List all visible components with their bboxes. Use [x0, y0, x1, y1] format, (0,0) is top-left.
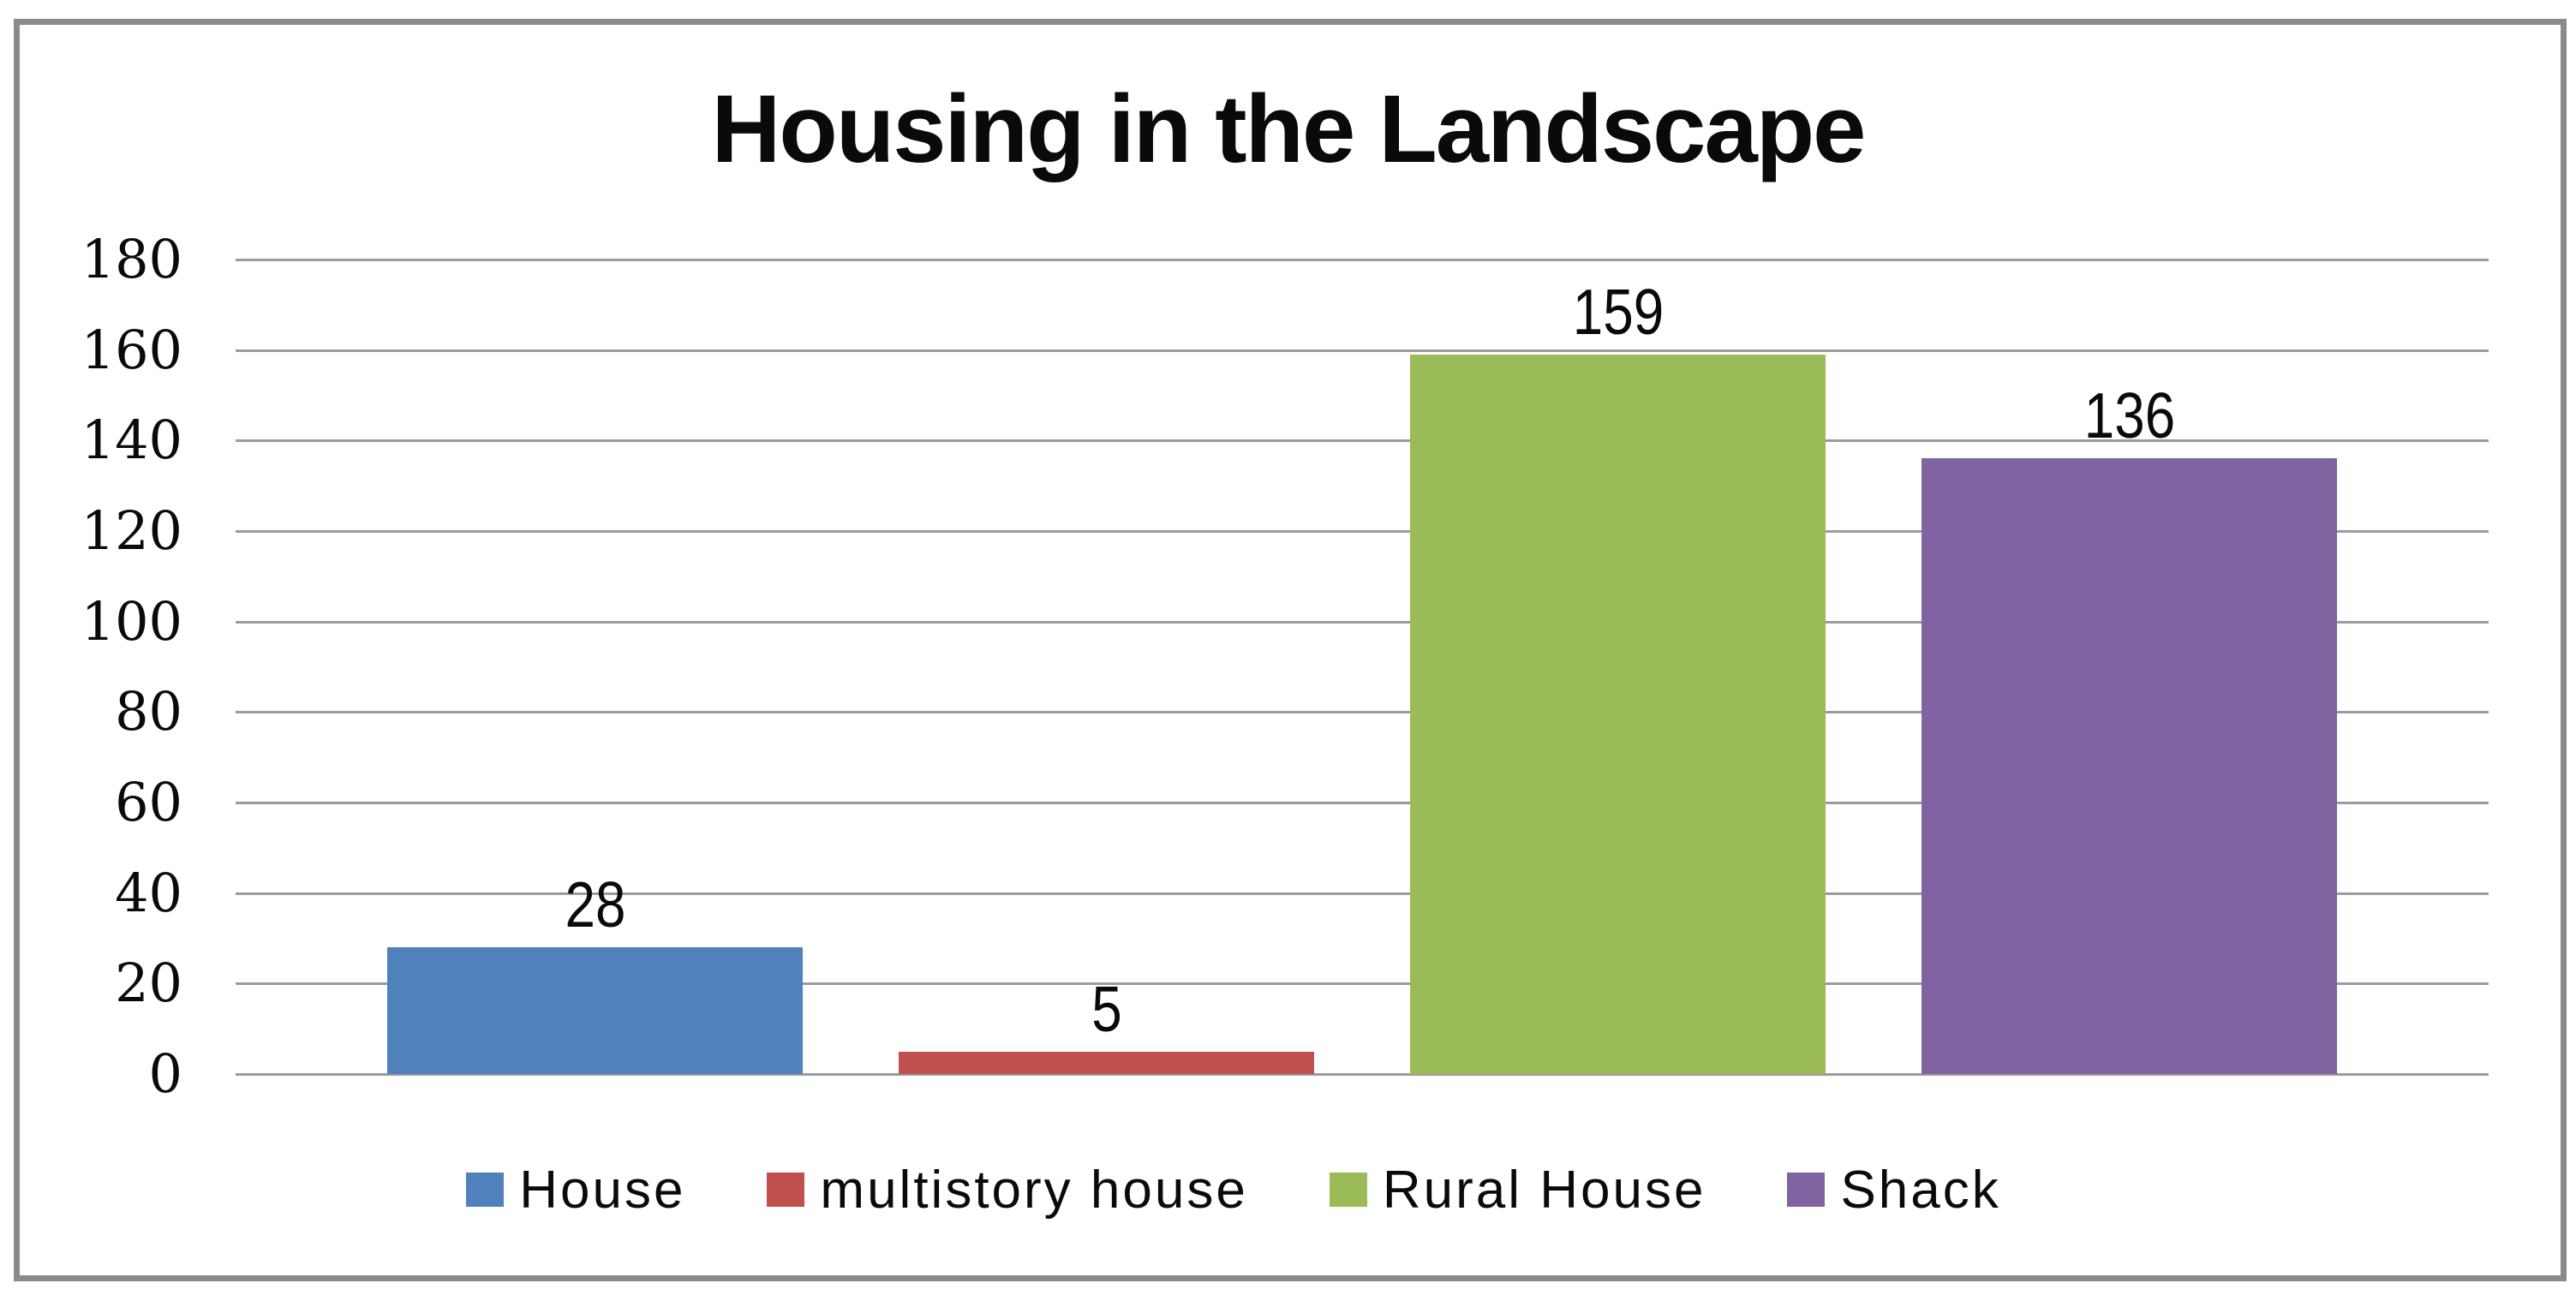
bar-rural-house [1410, 354, 1826, 1074]
chart-title: Housing in the Landscape [711, 75, 1867, 182]
legend-label: House [519, 1161, 686, 1220]
gridline [236, 439, 2489, 443]
legend: House multistory house Rural House Shack [0, 1161, 2467, 1220]
gridline [236, 259, 2489, 261]
legend-swatch-house [466, 1173, 505, 1207]
bar-shack [1922, 458, 2337, 1074]
gridline [236, 711, 2489, 714]
data-label-shack: 136 [2083, 379, 2175, 452]
gridline [236, 1073, 2489, 1076]
legend-item-multistory-house: multistory house [767, 1161, 1248, 1220]
legend-item-house: House [466, 1161, 686, 1220]
data-label-multistory-house: 5 [1091, 972, 1122, 1045]
y-axis-tick-label: 0 [148, 1042, 182, 1105]
y-axis-tick-label: 20 [115, 952, 182, 1015]
y-axis-tick-label: 100 [81, 589, 182, 653]
bar-house [387, 947, 803, 1074]
y-axis-tick-label: 80 [115, 680, 182, 743]
legend-label: multistory house [820, 1161, 1248, 1220]
y-axis-tick-label: 40 [115, 861, 182, 924]
data-label-rural-house: 159 [1572, 275, 1664, 348]
legend-item-rural-house: Rural House [1329, 1161, 1706, 1220]
gridline [236, 802, 2489, 804]
gridline [236, 892, 2489, 895]
y-axis-tick-label: 60 [115, 771, 182, 833]
y-axis-tick-label: 160 [81, 318, 182, 381]
legend-swatch-rural-house [1329, 1173, 1367, 1207]
legend-item-shack: Shack [1787, 1161, 2001, 1220]
bar-multistory-house [899, 1051, 1314, 1074]
legend-swatch-shack [1787, 1173, 1826, 1207]
y-axis-tick-label: 140 [81, 409, 182, 472]
y-axis-tick-label: 180 [81, 228, 182, 290]
data-label-house: 28 [565, 868, 625, 941]
legend-label: Rural House [1382, 1161, 1706, 1220]
gridline [236, 620, 2489, 624]
gridline [236, 530, 2489, 533]
gridline [236, 982, 2489, 986]
y-axis-tick-label: 120 [81, 499, 182, 562]
legend-label: Shack [1840, 1161, 2001, 1220]
gridline [236, 349, 2489, 352]
legend-swatch-multistory-house [767, 1173, 805, 1207]
